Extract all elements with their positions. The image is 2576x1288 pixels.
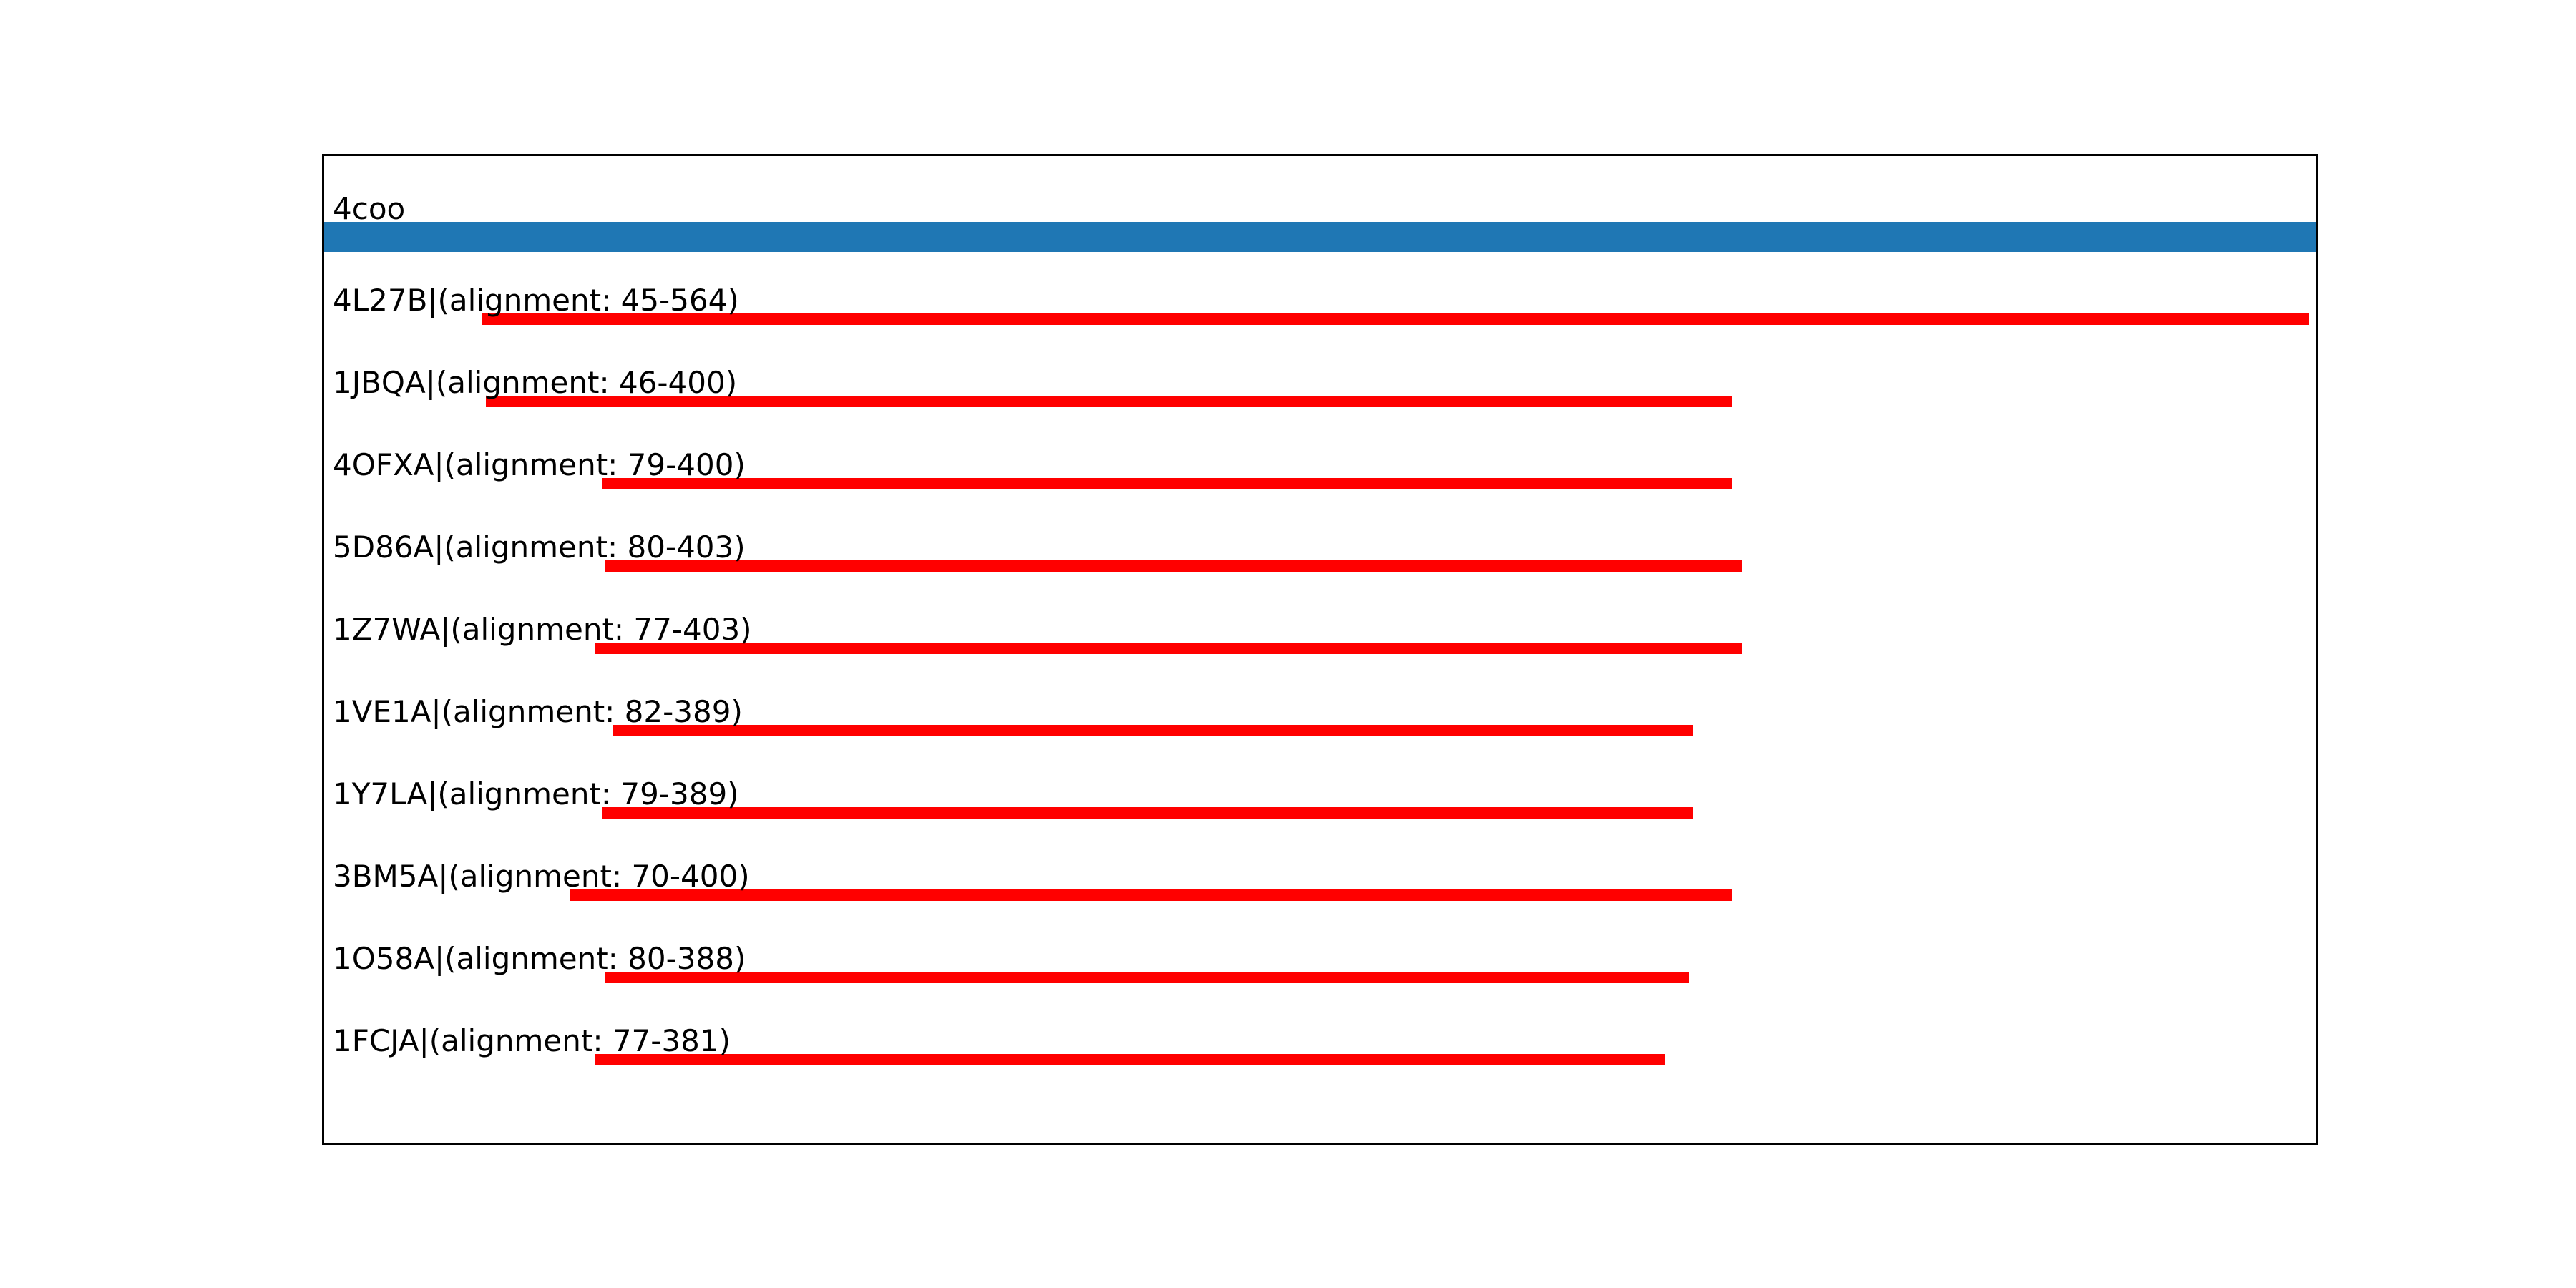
hit-bar [602, 807, 1694, 819]
alignment-row: 1Y7LA|(alignment: 79-389) [324, 772, 2316, 854]
alignment-row: 1Z7WA|(alignment: 77-403) [324, 608, 2316, 690]
hit-bar [605, 560, 1743, 572]
hit-label: 4L27B|(alignment: 45-564) [333, 282, 739, 318]
hit-bar [595, 643, 1743, 654]
hit-label: 1Z7WA|(alignment: 77-403) [333, 611, 752, 647]
hit-bar [595, 1054, 1666, 1065]
alignment-row: 4OFXA|(alignment: 79-400) [324, 443, 2316, 525]
query-label: 4coo [333, 190, 406, 226]
alignment-row: 1VE1A|(alignment: 82-389) [324, 690, 2316, 772]
alignment-row: 1O58A|(alignment: 80-388) [324, 937, 2316, 1019]
hit-label: 1O58A|(alignment: 80-388) [333, 940, 746, 976]
alignment-row: 1JBQA|(alignment: 46-400) [324, 361, 2316, 443]
alignment-row: 3BM5A|(alignment: 70-400) [324, 854, 2316, 937]
hit-label: 4OFXA|(alignment: 79-400) [333, 447, 746, 482]
hit-label: 1FCJA|(alignment: 77-381) [333, 1023, 731, 1058]
query-bar [324, 222, 2316, 252]
hit-bar [605, 972, 1690, 983]
plot-area: 4coo 4L27B|(alignment: 45-564) 1JBQA|(al… [322, 154, 2318, 1145]
hit-label: 1Y7LA|(alignment: 79-389) [333, 776, 739, 811]
hit-bar [486, 396, 1732, 407]
hit-bar [482, 313, 2310, 325]
hit-bar [570, 889, 1732, 901]
hit-label: 1VE1A|(alignment: 82-389) [333, 693, 743, 729]
hit-label: 1JBQA|(alignment: 46-400) [333, 364, 738, 400]
query-row: 4coo [324, 192, 2316, 278]
hit-bar [602, 478, 1732, 489]
alignment-row: 1FCJA|(alignment: 77-381) [324, 1019, 2316, 1101]
alignment-row: 4L27B|(alignment: 45-564) [324, 278, 2316, 361]
hit-label: 3BM5A|(alignment: 70-400) [333, 858, 750, 894]
alignment-rows: 4coo 4L27B|(alignment: 45-564) 1JBQA|(al… [324, 192, 2316, 1101]
hit-bar [613, 725, 1694, 736]
alignment-row: 5D86A|(alignment: 80-403) [324, 525, 2316, 608]
hit-label: 5D86A|(alignment: 80-403) [333, 529, 746, 565]
